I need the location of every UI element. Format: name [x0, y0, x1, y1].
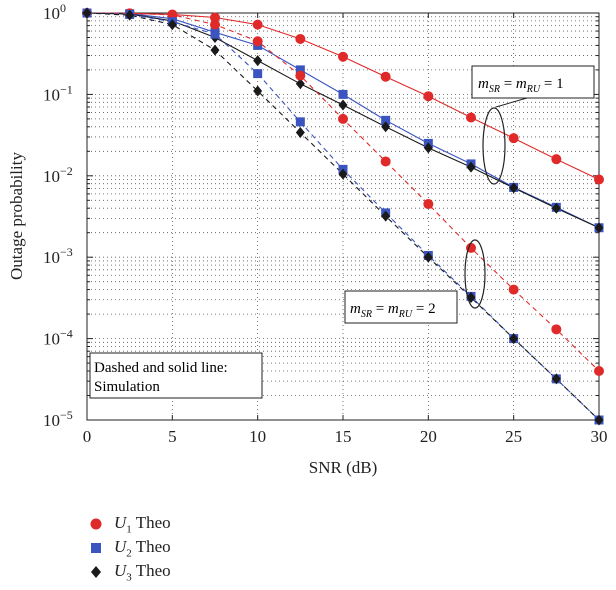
- data-point-diamond: [338, 168, 348, 180]
- simulation-note-line1: Dashed and solid line:: [94, 360, 228, 376]
- data-point-diamond: [167, 19, 177, 31]
- data-point-circle: [466, 242, 476, 253]
- x-axis-label: SNR (dB): [309, 458, 377, 477]
- simulation-note-line2: Simulation: [94, 379, 160, 395]
- data-point-circle: [210, 19, 220, 30]
- y-tick-label: 10−2: [43, 164, 73, 186]
- legend-item-u1-label: U1 Theo: [114, 512, 171, 536]
- annotation-m1-text: mSR = mRU = 1: [478, 76, 564, 95]
- legend-item-u1: U1 Theo: [88, 512, 171, 536]
- annotation-m2-box: [344, 290, 458, 324]
- x-tick-label: 20: [420, 427, 437, 446]
- annotation-m1-pointer: [495, 97, 528, 108]
- data-point-square: [253, 69, 263, 79]
- data-point-diamond: [381, 210, 391, 222]
- x-tick-label: 0: [83, 427, 92, 446]
- data-point-circle: [252, 36, 263, 47]
- x-tick-label: 30: [591, 427, 608, 446]
- data-point-circle: [252, 19, 263, 30]
- data-point-circle: [380, 156, 391, 167]
- legend-item-u3: U3 Theo: [88, 560, 171, 584]
- data-point-circle: [594, 365, 604, 376]
- data-point-circle: [210, 12, 220, 23]
- annotation-m1: mSR = mRU = 1: [471, 65, 595, 185]
- data-point-diamond: [82, 7, 92, 19]
- data-point-diamond: [551, 373, 561, 385]
- data-point-diamond: [509, 182, 519, 194]
- data-point-diamond: [125, 9, 135, 21]
- data-point-diamond: [466, 161, 476, 173]
- y-tick-label: 10−5: [43, 408, 73, 430]
- simulation-note: Dashed and solid line: Simulation: [89, 352, 263, 399]
- data-point-circle: [508, 284, 519, 295]
- circle-marker-icon: [90, 518, 102, 530]
- data-point-circle: [338, 113, 348, 124]
- annotation-m2-text: mSR = mRU = 2: [350, 301, 436, 320]
- legend-item-u3-label: U3 Theo: [114, 560, 171, 584]
- annotation-m1-ellipse: [482, 107, 506, 185]
- simulation-note-box: [89, 352, 263, 399]
- diamond-marker-icon: [91, 566, 101, 578]
- legend-item-u2-label: U2 Theo: [114, 536, 171, 560]
- data-point-diamond: [210, 44, 220, 56]
- data-point-square: [295, 117, 305, 127]
- data-point-diamond: [253, 55, 263, 67]
- data-point-circle: [423, 199, 434, 210]
- x-tick-label: 15: [335, 427, 352, 446]
- y-tick-labels: 100 10−1 10−2 10−3 10−4 10−5: [43, 1, 73, 430]
- data-point-square: [338, 89, 348, 99]
- legend-item-u2: U2 Theo: [88, 536, 171, 560]
- data-point-square: [295, 65, 305, 75]
- square-marker-icon: [91, 543, 101, 553]
- data-point-circle: [295, 33, 306, 44]
- data-point-square: [381, 115, 391, 125]
- data-point-diamond: [423, 142, 433, 154]
- data-point-circle: [508, 133, 519, 144]
- y-tick-label: 10−4: [43, 327, 73, 349]
- data-point-diamond: [295, 78, 305, 90]
- data-point-circle: [551, 154, 562, 165]
- data-point-circle: [594, 174, 604, 185]
- data-point-diamond: [594, 414, 604, 426]
- data-point-diamond: [423, 251, 433, 263]
- x-tick-label: 5: [168, 427, 177, 446]
- data-point-circle: [338, 51, 348, 62]
- data-point-circle: [380, 71, 391, 82]
- annotation-m1-box: [471, 65, 595, 99]
- annotation-m2: mSR = mRU = 2: [344, 239, 486, 324]
- series-group: [82, 7, 604, 426]
- y-tick-label: 10−1: [43, 82, 73, 104]
- data-point-diamond: [253, 85, 263, 97]
- data-point-diamond: [551, 202, 561, 214]
- data-point-diamond: [295, 127, 305, 139]
- data-point-square: [210, 29, 220, 39]
- y-tick-label: 10−3: [43, 245, 73, 267]
- data-point-circle: [466, 112, 476, 123]
- data-point-diamond: [509, 333, 519, 345]
- x-tick-labels: 0 5 10 15 20 25 30: [83, 427, 608, 446]
- legend: U1 Theo U2 Theo U3 Theo: [88, 512, 171, 584]
- data-point-circle: [423, 91, 434, 102]
- data-point-diamond: [381, 121, 391, 133]
- y-tick-label: 100: [43, 1, 66, 23]
- y-axis-label: Outage probability: [7, 152, 26, 280]
- data-point-diamond: [338, 99, 348, 111]
- outage-probability-chart: 0 5 10 15 20 25 30 100 10−1 10−2 10−3 10−4 10−5 SNR…: [7, 1, 608, 477]
- data-point-circle: [551, 324, 562, 335]
- x-tick-label: 25: [505, 427, 522, 446]
- x-tick-label: 10: [249, 427, 266, 446]
- data-point-diamond: [594, 222, 604, 234]
- data-point-circle: [295, 70, 306, 81]
- annotation-m2-ellipse: [464, 239, 486, 309]
